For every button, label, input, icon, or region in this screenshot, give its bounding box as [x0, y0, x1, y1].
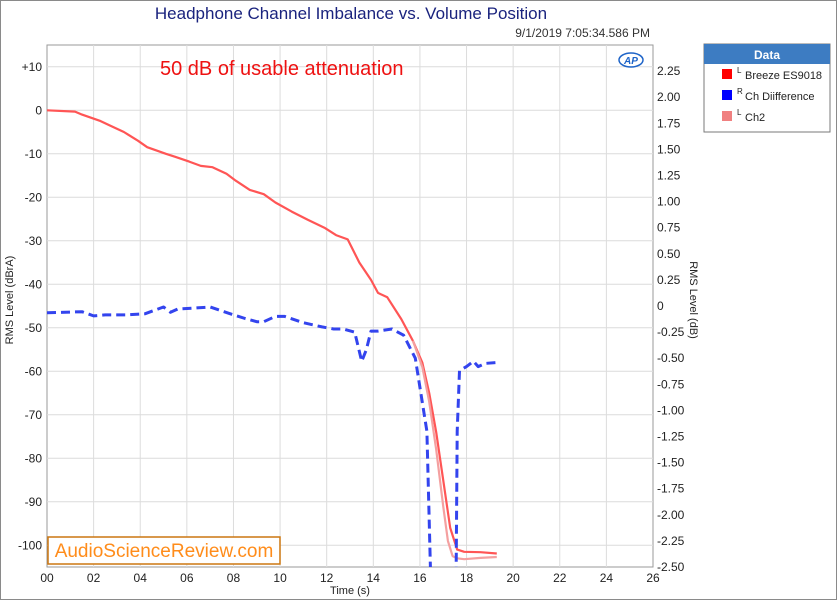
y-right-tick-label: -1.75 [657, 482, 685, 496]
x-tick-label: 02 [87, 571, 101, 585]
x-tick-label: 12 [320, 571, 334, 585]
y-right-tick-label: 1.25 [657, 169, 681, 183]
x-axis-ticks: 00 02 04 06 08 10 12 14 16 18 20 22 24 26 [40, 571, 660, 585]
y-right-tick-label: -1.00 [657, 403, 685, 417]
y-right-tick-label: -0.25 [657, 325, 685, 339]
x-tick-label: 22 [553, 571, 567, 585]
y-right-tick-label: -2.50 [657, 560, 685, 574]
y-left-axis-label: RMS Level (dBrA) [4, 256, 16, 345]
y-right-tick-label: -2.25 [657, 534, 685, 548]
y-left-tick-label: +10 [22, 60, 43, 74]
y-right-tick-label: 2.00 [657, 90, 681, 104]
plot-frame [46, 44, 654, 568]
x-tick-label: 18 [460, 571, 474, 585]
y-right-tick-label: 2.25 [657, 64, 681, 78]
x-tick-label: 24 [600, 571, 614, 585]
ap-logo: AP [618, 52, 644, 68]
grid-lines [47, 45, 653, 567]
series-line-breeze-es9018 [47, 109, 497, 555]
y-right-tick-label: 0.75 [657, 221, 681, 235]
watermark: AudioScienceReview.com [47, 536, 281, 565]
y-right-tick-label: -0.50 [657, 351, 685, 365]
y-left-tick-label: -50 [25, 321, 43, 335]
y-right-tick-label: 1.00 [657, 195, 681, 209]
legend-label: Ch2 [745, 112, 765, 124]
x-tick-label: 16 [413, 571, 427, 585]
y-right-tick-label: 1.75 [657, 116, 681, 130]
y-right-axis-label: RMS Level (dB) [687, 261, 699, 339]
legend-channel-mark: L [737, 108, 742, 117]
series-line-ch2 [411, 340, 497, 561]
watermark-text: AudioScienceReview.com [55, 541, 274, 562]
y-left-tick-label: -60 [25, 364, 43, 378]
y-right-tick-label: -0.75 [657, 377, 685, 391]
y-left-tick-label: -90 [25, 495, 43, 509]
y-left-tick-label: -30 [25, 234, 43, 248]
y-left-tick-label: -80 [25, 451, 43, 465]
plot-area [46, 44, 654, 568]
x-tick-label: 20 [506, 571, 520, 585]
x-tick-label: 14 [367, 571, 381, 585]
series-layer [47, 109, 500, 567]
y-left-axis-ticks: +10 0 -10 -20 -30 -40 -50 -60 -70 -80 -90 -100 [18, 60, 42, 553]
legend-label: Breeze ES9018 [745, 70, 822, 82]
y-right-tick-label: -2.00 [657, 508, 685, 522]
y-left-tick-label: -70 [25, 408, 43, 422]
legend-title: Data [754, 48, 780, 62]
x-tick-label: 26 [646, 571, 660, 585]
x-tick-label: 10 [273, 571, 287, 585]
y-left-tick-label: 0 [35, 103, 42, 117]
x-tick-label: 04 [134, 571, 148, 585]
legend-swatch [722, 69, 732, 79]
ap-logo-text: AP [623, 56, 638, 67]
legend-swatch [722, 111, 732, 121]
y-right-tick-label: 0 [657, 299, 664, 313]
series-line-ch-diifference [47, 305, 500, 567]
y-right-axis-ticks: 2.25 2.00 1.75 1.50 1.25 1.00 0.75 0.50 0.25 0 -0.… [657, 64, 685, 574]
y-right-tick-label: 0.25 [657, 273, 681, 287]
y-right-tick-label: -1.25 [657, 430, 685, 444]
y-right-tick-label: 0.50 [657, 247, 681, 261]
legend-channel-mark: L [737, 66, 742, 75]
legend-label: Ch Diifference [745, 91, 815, 103]
x-tick-label: 06 [180, 571, 194, 585]
y-left-tick-label: -100 [18, 538, 42, 552]
chart-timestamp: 9/1/2019 7:05:34.586 PM [515, 26, 650, 40]
y-left-tick-label: -20 [25, 190, 43, 204]
y-right-tick-label: 1.50 [657, 142, 681, 156]
y-left-tick-label: -40 [25, 277, 43, 291]
legend-swatch [722, 90, 732, 100]
annotation-label: 50 dB of usable attenuation [160, 58, 404, 80]
chart-title: Headphone Channel Imbalance vs. Volume P… [155, 4, 547, 23]
y-left-tick-label: -10 [25, 147, 43, 161]
x-tick-label: 08 [227, 571, 241, 585]
x-tick-label: 00 [40, 571, 54, 585]
y-right-tick-label: -1.50 [657, 456, 685, 470]
legend-channel-mark: R [737, 87, 743, 96]
x-axis-label: Time (s) [330, 585, 370, 597]
